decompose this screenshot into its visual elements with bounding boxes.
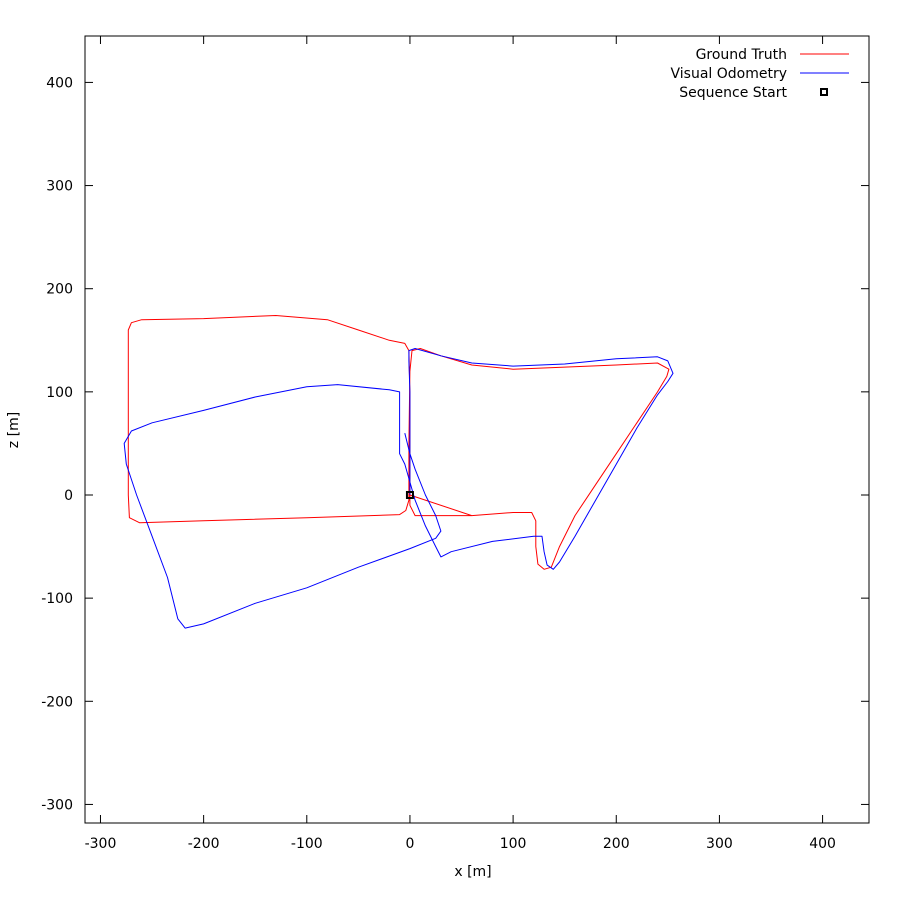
plot-frame — [84, 35, 870, 824]
x-tick-label: -200 — [188, 836, 220, 852]
y-tick-label: -100 — [41, 591, 73, 607]
series-line-ground-truth — [127, 315, 670, 570]
series-line-visual-odometry — [123, 348, 674, 629]
x-tick-label: 400 — [809, 836, 836, 852]
x-tick-label: -300 — [85, 836, 117, 852]
legend-label: Visual Odometry — [671, 66, 788, 82]
legend-marker — [820, 88, 828, 96]
x-tick-label: 100 — [500, 836, 527, 852]
series-layer — [123, 315, 674, 629]
x-tick-label: -100 — [291, 836, 323, 852]
x-tick-label: 300 — [706, 836, 733, 852]
legend-label: Sequence Start — [679, 85, 787, 101]
legend-label: Ground Truth — [696, 47, 787, 63]
y-tick-label: 200 — [46, 282, 73, 298]
sequence-start-marker — [405, 490, 414, 499]
x-tick-label: 0 — [405, 836, 414, 852]
y-tick-label: 300 — [46, 179, 73, 195]
y-axis-label: z [m] — [6, 412, 22, 448]
y-tick-label: -300 — [41, 797, 73, 813]
axis-tick-labels: -300 -200 -100 0 100 200 300 400 -300 -200 -100 0 10… — [41, 75, 836, 852]
x-tick-label: 200 — [603, 836, 630, 852]
axis-ticks — [85, 36, 869, 823]
y-tick-label: 100 — [46, 385, 73, 401]
legend: Ground Truth Visual Odometry Sequence Star… — [671, 47, 849, 101]
y-tick-label: -200 — [41, 694, 73, 710]
y-tick-label: 0 — [64, 488, 73, 504]
x-axis-label: x [m] — [454, 864, 491, 880]
y-tick-label: 400 — [46, 75, 73, 91]
